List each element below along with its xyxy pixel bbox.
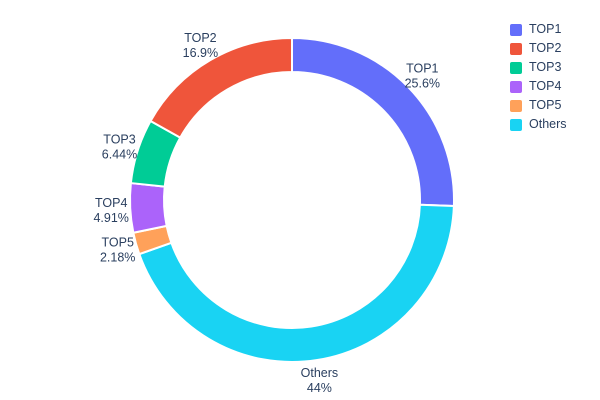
legend-item-top2[interactable]: TOP2 bbox=[510, 41, 567, 56]
slice-label-pct-top5: 2.18% bbox=[100, 251, 135, 265]
legend-label-top5: TOP5 bbox=[529, 98, 562, 112]
legend-item-top4[interactable]: TOP4 bbox=[510, 79, 567, 94]
slice-label-name-others: Others bbox=[301, 366, 339, 380]
slice-label-pct-top2: 16.9% bbox=[183, 46, 218, 60]
slice-label-others: Others 44% bbox=[301, 366, 339, 395]
slice-label-pct-others: 44% bbox=[307, 381, 332, 395]
pie-slice-others[interactable] bbox=[138, 203, 455, 363]
labels-group: TOP1 25.6% Others 44% TOP5 2.18% TOP4 4.91% TOP3… bbox=[93, 31, 440, 395]
slices-group bbox=[129, 37, 455, 363]
slice-label-top5: TOP5 2.18% bbox=[100, 236, 135, 265]
slice-label-top1: TOP1 25.6% bbox=[405, 61, 440, 90]
legend-label-top2: TOP2 bbox=[529, 41, 562, 55]
legend-swatch-top3 bbox=[510, 61, 522, 74]
legend-swatch-top4 bbox=[510, 80, 522, 93]
legend-label-top1: TOP1 bbox=[529, 22, 562, 36]
legend-item-top5[interactable]: TOP5 bbox=[510, 98, 567, 113]
slice-label-name-top5: TOP5 bbox=[101, 236, 133, 250]
legend-swatch-top5 bbox=[510, 99, 522, 112]
legend-label-top4: TOP4 bbox=[529, 79, 562, 93]
slice-label-pct-top4: 4.91% bbox=[93, 211, 128, 225]
legend-swatch-top1 bbox=[510, 23, 522, 36]
legend-label-others: Others bbox=[529, 117, 567, 131]
legend-item-top3[interactable]: TOP3 bbox=[510, 60, 567, 75]
legend-label-top3: TOP3 bbox=[529, 60, 562, 74]
slice-label-name-top4: TOP4 bbox=[95, 196, 127, 210]
slice-label-name-top2: TOP2 bbox=[184, 31, 216, 45]
legend: TOP1 TOP2 TOP3 TOP4 TOP5 Others bbox=[510, 22, 567, 132]
slice-label-top3: TOP3 6.44% bbox=[102, 132, 137, 161]
slice-label-pct-top1: 25.6% bbox=[405, 76, 440, 90]
legend-swatch-top2 bbox=[510, 42, 522, 55]
slice-label-top2: TOP2 16.9% bbox=[183, 31, 218, 60]
slice-label-top4: TOP4 4.91% bbox=[93, 196, 128, 225]
slice-label-pct-top3: 6.44% bbox=[102, 147, 137, 161]
legend-swatch-others bbox=[510, 118, 522, 131]
pie-slice-top2[interactable] bbox=[149, 37, 293, 139]
slice-label-name-top1: TOP1 bbox=[406, 61, 438, 75]
legend-item-others[interactable]: Others bbox=[510, 117, 567, 132]
legend-item-top1[interactable]: TOP1 bbox=[510, 22, 567, 37]
pie-slice-top4[interactable] bbox=[129, 182, 168, 234]
slice-label-name-top3: TOP3 bbox=[103, 132, 135, 146]
